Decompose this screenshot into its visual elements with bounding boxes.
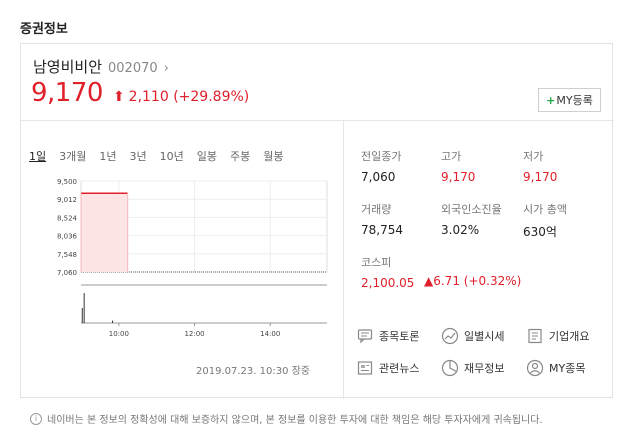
- link-my-stocks[interactable]: MY종목: [526, 359, 585, 377]
- y-tick-label: 8,524: [57, 214, 78, 222]
- current-price: 9,170: [31, 78, 103, 108]
- user-icon: [526, 359, 544, 377]
- link-discussion[interactable]: 종목토론: [356, 327, 419, 345]
- section-title: 증권정보: [20, 22, 68, 37]
- divider: [21, 120, 614, 121]
- x-tick-label: 12:00: [184, 330, 204, 338]
- timestamp: 2019.07.23. 10:30 장중: [196, 366, 311, 377]
- stat-value: 7,060: [361, 170, 396, 184]
- price-chart: 9,500 9,012 8,524 8,036 7,548 7,060 10:00 12:00…: [57, 178, 328, 338]
- tab-3y[interactable]: 3년: [129, 150, 147, 163]
- stat-label: 고가: [441, 150, 462, 163]
- stat-kospi: 코스피 2,100.05: [361, 254, 414, 290]
- y-tick-label: 7,548: [57, 251, 77, 259]
- stock-name-link[interactable]: 남영비비안 002070 ›: [33, 56, 169, 77]
- stat-label: 외국인소진율: [441, 203, 502, 216]
- y-tick-label: 9,500: [57, 178, 77, 186]
- link-label: 관련뉴스: [379, 362, 420, 375]
- stat-high: 고가 9,170: [441, 148, 475, 184]
- stat-value: 9,170: [523, 170, 558, 184]
- disclaimer-text: 네이버는 본 정보의 정확성에 대해 보증하지 않으며, 본 정보를 이용한 투…: [47, 415, 543, 426]
- plus-icon: +: [546, 93, 556, 107]
- price-row: 9,170 ⬆ 2,110 (+29.89%): [31, 78, 249, 108]
- info-icon: i: [30, 412, 42, 425]
- pie-chart-icon: [441, 359, 459, 377]
- stat-label: 전일종가: [361, 150, 402, 163]
- kospi-change: ▲6.71 (+0.32%): [424, 274, 521, 288]
- link-label: 기업개요: [549, 330, 590, 343]
- stock-card: 남영비비안 002070 › 9,170 ⬆ 2,110 (+29.89%) +…: [20, 43, 614, 399]
- stat-label: 코스피: [361, 256, 392, 269]
- my-register-label: MY등록: [556, 94, 593, 107]
- y-tick-label: 9,012: [57, 196, 77, 204]
- stock-code: 002070: [108, 61, 158, 76]
- x-tick-label: 10:00: [109, 330, 129, 338]
- price-change: 2,110 (+29.89%): [128, 89, 250, 105]
- link-label: 재무정보: [464, 362, 505, 375]
- document-icon: [526, 327, 544, 345]
- stat-market-cap: 시가 총액 630억: [523, 201, 567, 240]
- stat-foreign-ratio: 외국인소진율 3.02%: [441, 201, 502, 237]
- stat-value: 630억: [523, 225, 557, 239]
- x-tick-label: 14:00: [260, 330, 280, 338]
- kospi-change-value: 6.71 (+0.32%): [433, 274, 522, 288]
- price-area: [81, 193, 128, 272]
- stat-value: 78,754: [361, 223, 403, 237]
- stat-volume: 거래량 78,754: [361, 201, 403, 237]
- stat-value: 3.02%: [441, 223, 480, 237]
- link-news[interactable]: 관련뉴스: [356, 359, 419, 377]
- link-company-info[interactable]: 기업개요: [526, 327, 589, 345]
- up-triangle-icon: ▲: [424, 274, 434, 288]
- stat-value: 9,170: [441, 170, 476, 184]
- tab-10y[interactable]: 10년: [159, 150, 184, 163]
- divider: [343, 121, 344, 399]
- stat-label: 시가 총액: [523, 203, 567, 216]
- tab-1y[interactable]: 1년: [99, 150, 117, 163]
- stat-label: 저가: [523, 150, 544, 163]
- y-tick-label: 7,060: [57, 269, 77, 277]
- trend-icon: [441, 327, 459, 345]
- stat-label: 거래량: [361, 203, 392, 216]
- tab-monthly[interactable]: 월봉: [263, 150, 284, 163]
- stat-value: 2,100.05: [361, 276, 415, 290]
- stock-name[interactable]: 남영비비안: [33, 58, 103, 76]
- tab-3m[interactable]: 3개월: [59, 150, 87, 163]
- period-tabs: 1일 3개월 1년 3년 10년 일봉 주봉 월봉: [29, 148, 297, 164]
- tab-weekly[interactable]: 주봉: [230, 150, 251, 163]
- chat-icon: [356, 327, 374, 345]
- stat-prev-close: 전일종가 7,060: [361, 148, 401, 184]
- up-arrow-icon: ⬆: [112, 89, 125, 105]
- link-financials[interactable]: 재무정보: [441, 359, 504, 377]
- link-label: 일별시세: [464, 330, 505, 343]
- disclaimer: i 네이버는 본 정보의 정확성에 대해 보증하지 않으며, 본 정보를 이용한…: [30, 411, 543, 426]
- stat-low: 저가 9,170: [523, 148, 557, 184]
- chevron-right-icon[interactable]: ›: [163, 61, 169, 76]
- link-daily-price[interactable]: 일별시세: [441, 327, 504, 345]
- tab-daily[interactable]: 일봉: [196, 150, 217, 163]
- news-icon: [356, 359, 374, 377]
- my-register-button[interactable]: + MY등록: [538, 88, 601, 112]
- tab-1d[interactable]: 1일: [29, 150, 47, 163]
- y-tick-label: 8,036: [57, 233, 78, 241]
- link-label: MY종목: [549, 362, 586, 375]
- link-label: 종목토론: [379, 330, 420, 343]
